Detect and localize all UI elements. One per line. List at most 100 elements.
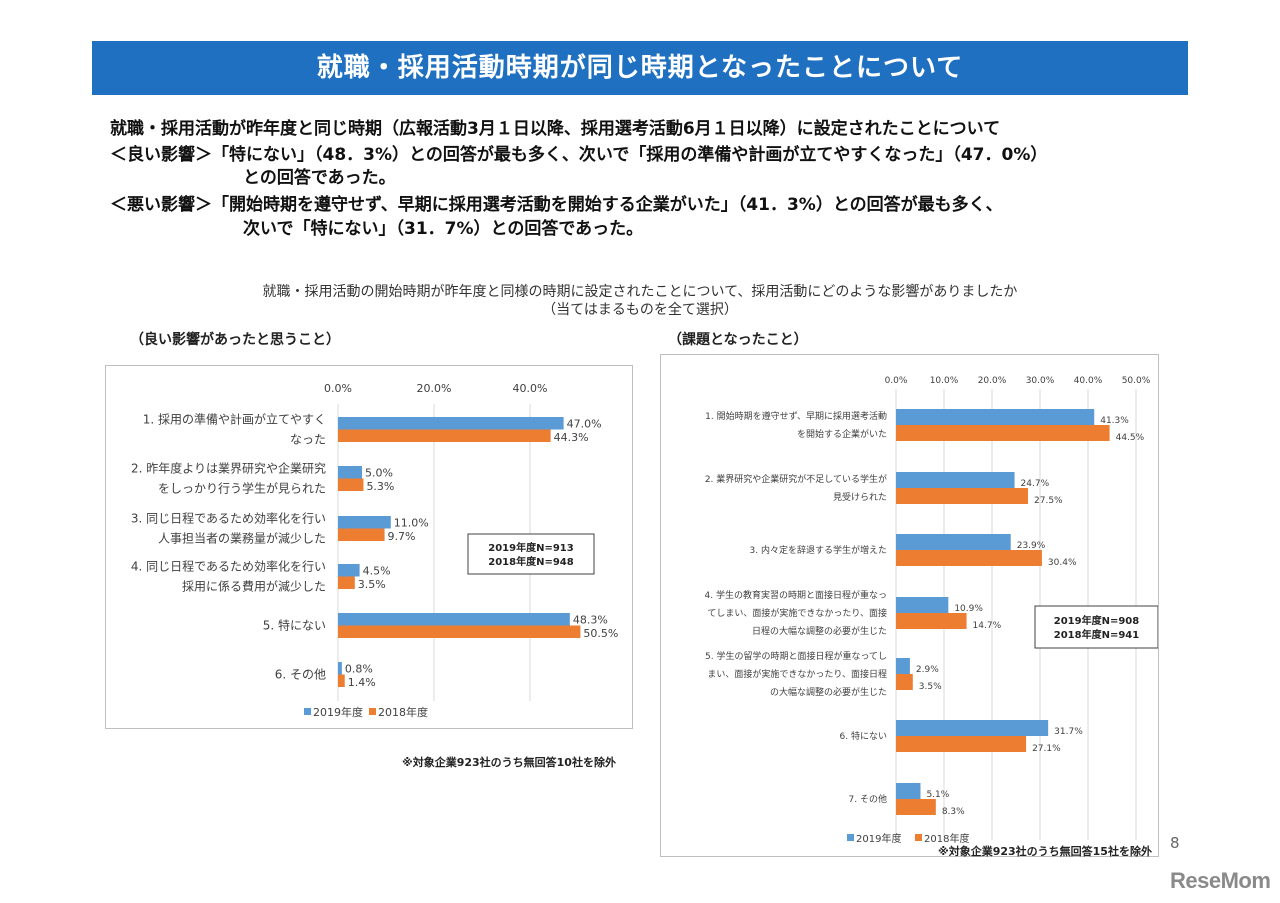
data-label-2018: 5.3% xyxy=(366,480,394,493)
category-label: 1. 採用の準備や計画が立てやすく xyxy=(143,412,326,427)
bar-2019 xyxy=(338,564,360,577)
bar-2019 xyxy=(338,417,564,430)
x-tick-label: 10.0% xyxy=(930,376,959,386)
data-label-2018: 50.5% xyxy=(583,627,618,640)
left-chart-frame: 0.0% 20.0% 40.0% 47.0% 44.3% 1. 採用の準備や計画が立てやす… xyxy=(105,365,633,729)
data-label-2018: 44.5% xyxy=(1116,433,1145,443)
data-label-2019: 5.0% xyxy=(365,467,393,480)
sample-size-2019: 2019年度N=913 xyxy=(488,541,573,554)
summary-bad-line: ＜悪い影響＞「開始時期を遵守せず、早期に採用選考活動を開始する企業がいた」（41… xyxy=(110,190,1003,215)
category-label: 1. 開始時期を遵守せず、早期に採用選考活動 xyxy=(705,410,887,422)
sample-size-2019: 2019年度N=908 xyxy=(1054,614,1139,627)
category-label: 人事担当者の業務量が減少した xyxy=(158,531,326,546)
category-label: 7. その他 xyxy=(849,793,887,805)
legend-swatch-2018 xyxy=(369,708,376,715)
right-chart-frame: 0.0% 10.0% 20.0% 30.0% 40.0% 50.0% 41.3% 44.5% 1… xyxy=(660,354,1159,857)
category-label: 6. その他 xyxy=(275,668,326,682)
summary-line-1: 就職・採用活動が昨年度と同じ時期（広報活動3月１日以降、採用選考活動6月１日以降… xyxy=(110,119,1001,139)
bar-2019 xyxy=(338,466,362,479)
x-tick-label: 0.0% xyxy=(885,376,908,386)
x-tick-label: 40.0% xyxy=(513,382,548,395)
sample-size-2018: 2018年度N=948 xyxy=(488,555,573,568)
category-label: 5. 学生の留学の時期と面接日程が重なってし xyxy=(705,650,887,662)
category-label: 5. 特にない xyxy=(263,618,326,633)
survey-question-note: （当てはまるものを全て選択） xyxy=(542,302,738,318)
legend-swatch-2019 xyxy=(304,708,311,715)
right-bar-chart: 0.0% 10.0% 20.0% 30.0% 40.0% 50.0% 41.3% 44.5% 1… xyxy=(705,376,1159,845)
category-label: まい、面接が実施できなかったり、面接日程 xyxy=(707,668,887,680)
x-tick-label: 0.0% xyxy=(324,382,352,395)
survey-question: 就職・採用活動の開始時期が昨年度と同様の時期に設定されたことについて、採用活動に… xyxy=(262,284,1018,300)
category-label: をしっかり行う学生が見られた xyxy=(158,481,326,496)
legend-label-2018: 2018年度 xyxy=(924,832,969,845)
category-label: 4. 同じ日程であるため効率化を行い xyxy=(131,559,326,574)
resemom-logo: ReseMom xyxy=(1170,868,1271,893)
bad-impact-label: ＜悪い影響＞ xyxy=(110,195,212,215)
x-tick-label: 30.0% xyxy=(1026,376,1055,386)
bar-2019 xyxy=(896,534,1011,550)
bar-2019 xyxy=(896,472,1015,488)
data-label-2019: 24.7% xyxy=(1021,479,1050,489)
data-label-2018: 1.4% xyxy=(348,676,376,689)
legend-label-2019: 2019年度 xyxy=(313,705,363,719)
data-label-2018: 27.1% xyxy=(1032,744,1061,754)
category-label: 見受けられた xyxy=(833,491,887,503)
bar-2018 xyxy=(896,736,1027,752)
right-chart-title: （課題となったこと） xyxy=(668,332,808,348)
bar-2019 xyxy=(896,597,949,613)
good-impact-label: ＜良い影響＞ xyxy=(110,145,212,165)
data-label-2018: 9.7% xyxy=(388,530,416,543)
bad-impact-text-2: 次いで「特にない」（31．7%）との回答であった。 xyxy=(243,219,644,239)
legend-label-2019: 2019年度 xyxy=(856,832,901,845)
bar-2019 xyxy=(338,613,570,626)
x-tick-label: 50.0% xyxy=(1122,376,1151,386)
bar-2018 xyxy=(338,674,345,687)
page-title: 就職・採用活動時期が同じ時期となったことについて xyxy=(316,53,964,83)
category-label: 3. 同じ日程であるため効率化を行い xyxy=(131,511,326,526)
data-label-2019: 10.9% xyxy=(954,604,983,614)
page-number: 8 xyxy=(1170,834,1180,852)
category-label: 6. 特にない xyxy=(840,730,887,742)
data-label-2019: 31.7% xyxy=(1054,727,1083,737)
bar-2018 xyxy=(338,625,581,638)
summary-good-line: ＜良い影響＞「特にない」（48．3%）との回答が最も多く、次いで「採用の準備や計… xyxy=(110,140,1047,165)
data-label-2019: 48.3% xyxy=(573,614,608,627)
category-label: なった xyxy=(290,433,326,447)
bar-2018 xyxy=(896,488,1028,504)
category-label: てしまい、面接が実施できなかったり、面接 xyxy=(707,607,887,619)
bar-2018 xyxy=(896,799,936,815)
bar-2018 xyxy=(896,550,1042,566)
data-label-2019: 5.1% xyxy=(926,790,949,800)
data-label-2019: 47.0% xyxy=(567,418,602,431)
bar-2018 xyxy=(338,478,364,491)
data-label-2018: 8.3% xyxy=(942,807,965,817)
data-label-2018: 44.3% xyxy=(554,431,589,444)
x-tick-label: 20.0% xyxy=(978,376,1007,386)
bar-2018 xyxy=(896,425,1110,441)
left-bar-chart: 0.0% 20.0% 40.0% 47.0%44.3% 1. 採用の準備や計画が立てやす… xyxy=(131,382,619,719)
category-label: 日程の大幅な調整の必要が生じた xyxy=(752,625,887,637)
data-label-2018: 14.7% xyxy=(973,621,1002,631)
bar-2018 xyxy=(338,576,355,589)
bar-2018 xyxy=(896,674,913,690)
category-label: 4. 学生の教育実習の時期と面接日程が重なっ xyxy=(705,589,887,601)
category-label: を開始する企業がいた xyxy=(797,428,887,440)
bar-2019 xyxy=(896,720,1049,736)
bar-2018 xyxy=(338,429,551,442)
data-label-2018: 30.4% xyxy=(1048,558,1077,568)
sample-size-2018: 2018年度N=941 xyxy=(1054,628,1139,641)
bar-2019 xyxy=(896,409,1095,425)
category-label: 2. 昨年度よりは業界研究や企業研究 xyxy=(131,461,326,476)
category-label: の大幅な調整の必要が生じた xyxy=(770,686,887,698)
category-label: 3. 内々定を辞退する学生が増えた xyxy=(750,544,887,556)
bar-2019 xyxy=(896,658,910,674)
left-chart-title: （良い影響があったと思うこと） xyxy=(130,332,340,348)
data-label-2019: 4.5% xyxy=(363,565,391,578)
legend-swatch-2018 xyxy=(915,834,922,841)
sample-size-box xyxy=(1034,605,1159,649)
bar-2019 xyxy=(338,516,391,529)
page-title-banner: 就職・採用活動時期が同じ時期となったことについて xyxy=(92,41,1188,95)
category-label: 2. 業界研究や企業研究が不足している学生が xyxy=(705,473,887,485)
data-label-2019: 11.0% xyxy=(394,517,429,530)
data-label-2019: 2.9% xyxy=(916,665,939,675)
